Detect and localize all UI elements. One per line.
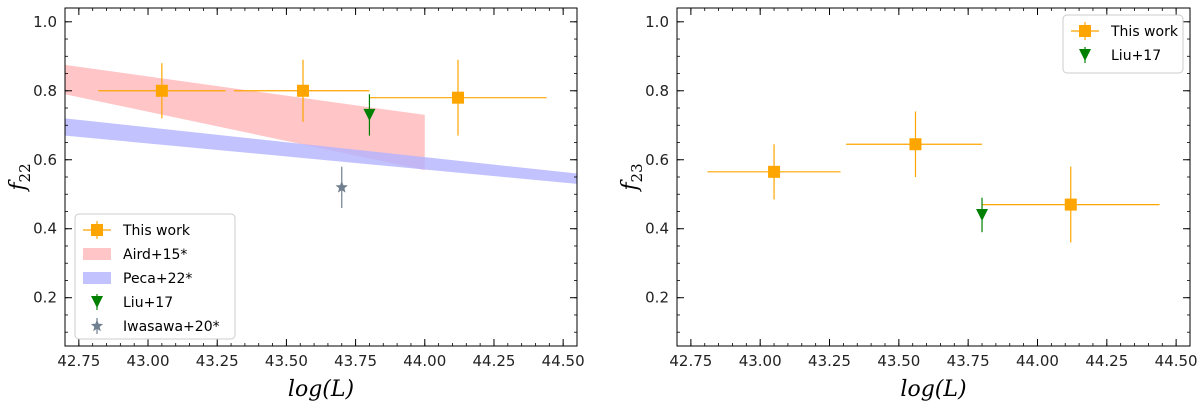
y-tick-label: 1.0: [645, 13, 669, 31]
y-tick-label: 0.4: [645, 220, 669, 238]
x-axis-label: log(L): [288, 377, 354, 402]
legend-marker-liu-17: [1079, 49, 1091, 61]
legend-marker-this-work: [91, 224, 103, 236]
legend-label-liu-17: Liu+17: [123, 295, 173, 311]
legend-label-this-work: This work: [122, 223, 191, 239]
legend-box: [1062, 14, 1184, 74]
data-point-this-work: [1064, 198, 1077, 211]
data-point-this-work: [155, 84, 168, 97]
legend-label-iwasawa-20: Iwasawa+20*: [123, 319, 220, 335]
y-tick-label: 0.8: [33, 82, 57, 100]
y-tick-label: 0.2: [645, 289, 669, 307]
y-tick-label: 0.4: [33, 220, 57, 238]
legend-box: [74, 213, 236, 340]
x-tick-label: 43.50: [265, 352, 308, 370]
y-axis-label-subscript: 23: [628, 163, 646, 182]
band-peca-22-: [65, 118, 577, 184]
y-axis-label-subscript: 22: [16, 163, 34, 182]
legend-label-liu-17: Liu+17: [1111, 48, 1161, 64]
y-tick-label: 0.6: [33, 151, 57, 169]
data-point-iwasawa-20: [335, 180, 348, 193]
y-tick-label: 0.2: [33, 289, 57, 307]
x-tick-label: 42.75: [57, 352, 100, 370]
legend-marker-liu-17: [91, 296, 103, 308]
y-tick-label: 1.0: [33, 13, 57, 31]
x-tick-label: 44.50: [542, 352, 585, 370]
legend: This work Aird+15* Peca+22* Liu+17 Iwasawa+2…: [74, 213, 236, 340]
x-tick-label: 42.75: [669, 352, 712, 370]
legend-marker-this-work: [1079, 25, 1091, 37]
x-tick-label: 44.00: [1016, 352, 1059, 370]
x-tick-label: 44.00: [403, 352, 446, 370]
x-tick-label: 43.75: [947, 352, 990, 370]
chart-panel-2: 42.75 43.00 43.25 43.50 43.75 44.00 44.25 44.50…: [618, 7, 1198, 402]
data-point-this-work: [297, 84, 310, 97]
data-point-this-work: [768, 165, 781, 178]
legend-label-peca-22: Peca+22*: [123, 271, 192, 287]
legend: This work Liu+17: [1062, 14, 1184, 74]
data-point-this-work: [451, 91, 464, 104]
y-tick-label: 0.6: [645, 151, 669, 169]
y-axis-label: f23: [618, 163, 646, 192]
x-tick-label: 43.00: [127, 352, 170, 370]
x-tick-label: 44.25: [1085, 352, 1128, 370]
x-tick-label: 43.50: [877, 352, 920, 370]
x-tick-label: 43.25: [808, 352, 851, 370]
legend-swatch-peca-22: [83, 272, 111, 284]
legend-marker-iwasawa-20: [90, 319, 104, 332]
legend-label-aird-15: Aird+15*: [123, 247, 187, 263]
x-tick-label: 43.25: [196, 352, 239, 370]
data-point-liu-17: [976, 208, 989, 221]
x-tick-label: 43.75: [334, 352, 377, 370]
legend-swatch-aird-15: [83, 248, 111, 260]
x-tick-label: 44.25: [472, 352, 515, 370]
x-tick-label: 43.00: [739, 352, 782, 370]
y-axis-label: f22: [6, 163, 34, 192]
legend-label-this-work: This work: [1110, 24, 1179, 40]
x-tick-label: 44.50: [1155, 352, 1198, 370]
data-point-this-work: [909, 138, 922, 151]
chart-panel-1: 42.75 43.00 43.25 43.50 43.75 44.00 44.25 44.50…: [6, 7, 585, 402]
x-axis-label: log(L): [900, 377, 966, 402]
data-point-liu-17: [363, 108, 376, 121]
y-tick-label: 0.8: [645, 82, 669, 100]
